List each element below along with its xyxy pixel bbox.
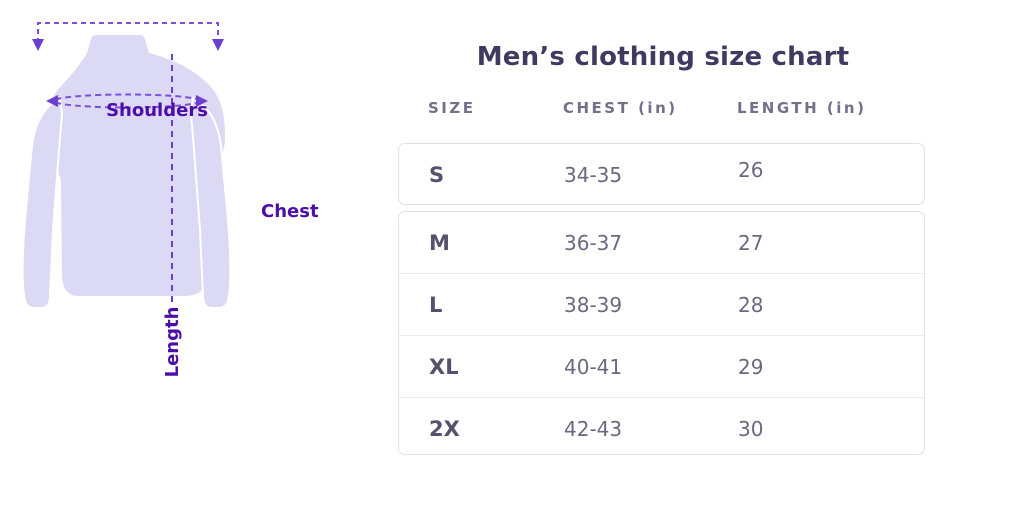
chest-value: 40-41 [564, 354, 623, 379]
chest-value: 42-43 [564, 416, 623, 441]
chest-value: 38-39 [564, 292, 623, 317]
length-value: 27 [738, 230, 764, 255]
column-header-chest: CHEST (in) [563, 99, 678, 117]
length-label: Length [162, 306, 183, 378]
length-value: 29 [738, 354, 764, 379]
shoulders-label: Shoulders [106, 100, 208, 121]
size-value: S [429, 162, 445, 187]
shirt-shape [21, 35, 232, 309]
table-card-m-2x: M 36-37 27 L 38-39 28 XL 40-41 29 2X 42-… [398, 211, 925, 455]
shirt-illustration-svg [21, 22, 232, 309]
length-value: 28 [738, 292, 764, 317]
table-row: L 38-39 28 [399, 273, 924, 335]
shoulders-arrowheads [32, 39, 224, 51]
table-row: M 36-37 27 [399, 212, 924, 273]
table-row: 2X 42-43 30 [399, 397, 924, 459]
size-chart: Men’s clothing size chart SIZE CHEST (in… [398, 0, 928, 514]
size-value: XL [429, 354, 459, 379]
column-header-length: LENGTH (in) [737, 99, 867, 117]
size-value: L [429, 292, 443, 317]
chest-arrowheads [46, 95, 208, 107]
table-row: XL 40-41 29 [399, 335, 924, 397]
shirt-measurement-diagram: Shoulders Chest Length [0, 0, 360, 514]
shoulders-dimension-line [37, 22, 219, 43]
column-header-size: SIZE [428, 99, 476, 117]
chest-value: 36-37 [564, 230, 623, 255]
size-value: 2X [429, 416, 460, 441]
table-card-s: S 34-35 26 [398, 143, 925, 205]
size-value: M [429, 230, 450, 255]
page-title: Men’s clothing size chart [476, 42, 850, 72]
length-value: 30 [738, 416, 764, 441]
chest-value: 34-35 [564, 162, 623, 187]
table-row: S 34-35 26 [399, 144, 924, 205]
length-value: 26 [738, 157, 764, 182]
chest-label: Chest [261, 201, 319, 222]
table-header-row: SIZE CHEST (in) LENGTH (in) [398, 98, 928, 118]
